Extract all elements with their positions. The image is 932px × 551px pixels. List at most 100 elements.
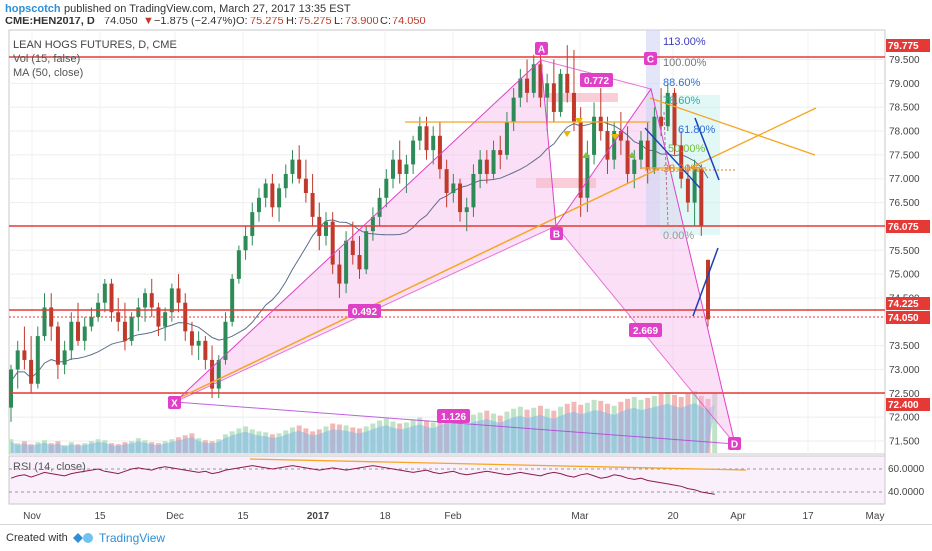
tradingview-logo-icon[interactable] [70,530,96,546]
candle-body[interactable] [236,250,241,279]
candle-body[interactable] [263,183,268,198]
candle-body[interactable] [625,140,630,174]
candle-body[interactable] [210,359,215,389]
candle-body[interactable] [122,321,127,341]
candle-body[interactable] [645,140,650,170]
candle-body[interactable] [350,240,355,256]
candle-body[interactable] [290,159,295,174]
rising-trendline[interactable] [174,167,661,401]
candle-body[interactable] [551,83,556,112]
candle-body[interactable] [22,350,27,360]
candle-body[interactable] [598,116,603,132]
candle-body[interactable] [638,140,643,160]
candle-body[interactable] [679,145,684,179]
ma-legend[interactable]: MA (50, close) [13,67,83,79]
candle-body[interactable] [357,255,362,270]
candle-body[interactable] [283,173,288,189]
candle-body[interactable] [692,169,697,203]
candle-body[interactable] [109,283,114,313]
rsi-trendline[interactable] [249,458,747,471]
candle-body[interactable] [15,350,20,370]
candle-body[interactable] [323,221,328,236]
candle-body[interactable] [82,326,87,341]
candle-body[interactable] [498,150,503,155]
candle-body[interactable] [89,317,94,327]
vol-legend[interactable]: Vol (15, false) [13,53,80,65]
candle-body[interactable] [149,293,154,308]
time-axis[interactable]: Nov 15 Dec 15 2017 18 Feb Mar 20 Apr 17 May [23,511,884,522]
candle-body[interactable] [397,159,402,174]
candle-body[interactable] [699,169,704,227]
candle-body[interactable] [163,312,168,327]
rsi-line[interactable] [10,465,715,495]
candle-body[interactable] [176,288,181,303]
candle-body[interactable] [518,78,523,98]
candle-body[interactable] [370,216,375,232]
candle-body[interactable] [545,83,550,98]
candle-body[interactable] [256,197,261,213]
candle-body[interactable] [230,278,235,322]
candle-body[interactable] [102,283,107,303]
candle-body[interactable] [565,73,570,93]
candle-body[interactable] [136,307,141,318]
candle-body[interactable] [243,235,248,251]
candle-body[interactable] [444,169,449,194]
falling-trendline[interactable] [649,97,816,156]
candle-body[interactable] [464,207,469,213]
price-pane[interactable] [8,29,886,455]
candle-body[interactable] [511,97,516,122]
candle-body[interactable] [196,340,201,346]
candle-body[interactable] [618,131,623,141]
candle-body[interactable] [62,350,67,365]
candle-body[interactable] [330,221,335,265]
candle-body[interactable] [270,183,275,208]
candle-body[interactable] [504,121,509,155]
candle-body[interactable] [585,154,590,198]
candle-body[interactable] [203,340,208,360]
candle-body[interactable] [612,131,617,160]
candle-body[interactable] [431,135,436,151]
tradingview-brand-link[interactable]: TradingView [99,531,166,545]
price-axis[interactable]: 79.500 79.000 78.500 78.000 77.500 77.000 76.5… [889,55,920,448]
candle-body[interactable] [377,197,382,217]
candle-body[interactable] [659,116,664,127]
rsi-legend[interactable]: RSI (14, close) [13,461,86,473]
candle-body[interactable] [592,116,597,155]
candle-body[interactable] [424,126,429,151]
candle-body[interactable] [69,321,74,351]
candle-body[interactable] [310,193,315,217]
candle-body[interactable] [35,336,40,384]
candle-body[interactable] [451,183,456,194]
candle-body[interactable] [143,293,148,308]
candle-body[interactable] [531,64,536,93]
candle-body[interactable] [223,321,228,360]
candle-body[interactable] [364,231,369,270]
candle-body[interactable] [605,131,610,160]
candle-body[interactable] [417,126,422,141]
candle-body[interactable] [129,317,134,341]
candle-body[interactable] [538,64,543,98]
candle-body[interactable] [458,183,463,213]
candle-body[interactable] [29,359,34,384]
candle-body[interactable] [652,116,657,170]
candle-body[interactable] [337,264,342,284]
candle-body[interactable] [706,259,710,320]
candle-body[interactable] [672,92,677,146]
candle-body[interactable] [665,92,670,127]
candle-body[interactable] [9,369,13,408]
candle-body[interactable] [685,178,690,203]
candle-body[interactable] [437,135,442,170]
candle-body[interactable] [571,92,576,122]
candle-body[interactable] [491,150,496,174]
candle-body[interactable] [169,288,174,313]
candle-body[interactable] [558,73,563,112]
candle-body[interactable] [49,307,54,327]
candle-body[interactable] [250,212,255,236]
candle-body[interactable] [411,140,416,165]
candle-body[interactable] [525,78,530,93]
candle-body[interactable] [216,359,221,389]
candle-body[interactable] [471,173,476,208]
candle-body[interactable] [277,188,282,208]
candle-body[interactable] [344,240,349,284]
candle-body[interactable] [297,159,302,179]
